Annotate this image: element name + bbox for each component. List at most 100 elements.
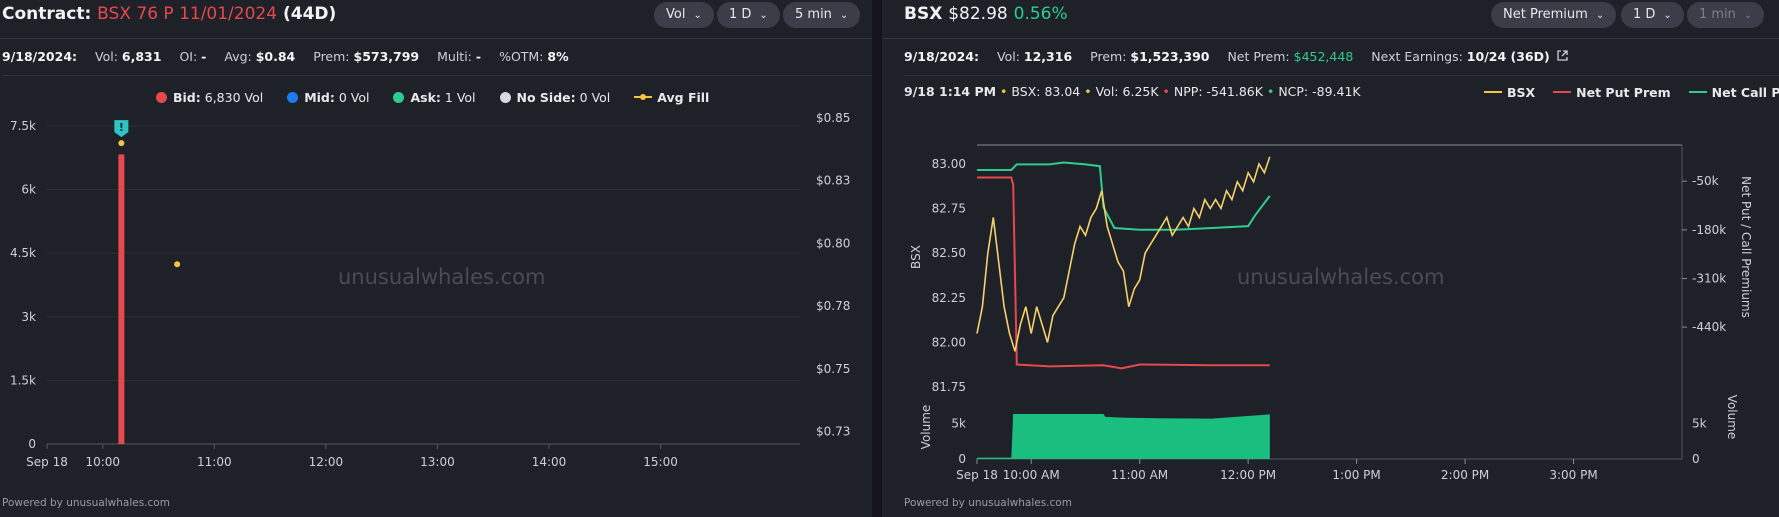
y-tick-label: 1.5k <box>10 373 36 387</box>
legend-bid[interactable]: Bid: 6,830 Vol <box>156 90 263 105</box>
x-tick-label: 15:00 <box>643 455 678 469</box>
stats-oi: - <box>201 49 207 64</box>
bid-dot-icon <box>156 92 167 103</box>
stats-earnings[interactable]: 10/24 (36D) <box>1466 49 1550 64</box>
powered-by[interactable]: Powered by unusualwhales.com <box>2 497 170 509</box>
y-right-tick-label: $0.73 <box>816 424 850 438</box>
stats-prem: $1,523,390 <box>1130 49 1210 64</box>
chevron-down-icon: ⌄ <box>693 10 702 21</box>
y-tick-label: 6k <box>21 183 36 197</box>
contract-title: Contract: BSX 76 P 11/01/2024 (44D) <box>2 4 336 24</box>
panel-divider[interactable] <box>872 0 882 517</box>
y-right-tick-label: $0.75 <box>816 362 850 376</box>
metric-select[interactable]: Vol ⌄ <box>654 2 714 28</box>
stats-avg: $0.84 <box>255 49 296 64</box>
ticker-header: BSX $82.98 0.56% Net Premium ⌄ 1 D ⌄ 1 min… <box>882 0 1779 39</box>
mode-select[interactable]: Net Premium ⌄ <box>1491 2 1617 28</box>
stats-vol: 12,316 <box>1023 49 1073 64</box>
x-tick-label: 10:00 <box>85 455 120 469</box>
stats-vol: 6,831 <box>121 49 162 64</box>
y-right-tick-label: -180k <box>1692 223 1726 237</box>
mid-dot-icon <box>287 92 299 103</box>
volume-right-tick-label: 0 <box>1692 452 1700 466</box>
y-right-tick-label: -50k <box>1692 174 1719 188</box>
avg-fill-point <box>118 140 125 147</box>
ticker-symbol[interactable]: BSX <box>904 4 943 24</box>
powered-by[interactable]: Powered by unusualwhales.com <box>904 497 1072 509</box>
stats-date: 9/18/2024: <box>2 49 78 64</box>
avg-fill-point <box>174 261 181 268</box>
legend-avgfill[interactable]: Avg Fill <box>634 90 709 105</box>
ticker-change: 0.56% <box>1013 4 1068 24</box>
info-bsx: 83.04 <box>1044 84 1081 99</box>
info-vol-label: Vol: <box>1095 84 1119 99</box>
mode-select-value: Net Premium <box>1503 7 1588 22</box>
bsx-line-icon <box>1484 91 1502 93</box>
ticker-premium-chart[interactable]: 81.75 82.00 82.25 82.50 82.75 83.00 BSX -50k -18… <box>882 97 1779 517</box>
contract-chart-panel: Contract: BSX 76 P 11/01/2024 (44D) Vol ⌄… <box>0 0 872 517</box>
x-tick-label: 11:00 <box>197 455 232 469</box>
stats-prem: $573,799 <box>353 49 420 64</box>
volume-right-axis-label: Volume <box>1725 395 1739 440</box>
y-tick-label: 82.00 <box>932 335 966 349</box>
y-tick-label: 4.5k <box>10 246 36 260</box>
range-select[interactable]: 1 D ⌄ <box>717 2 780 28</box>
y-tick-label: 83.00 <box>932 157 966 171</box>
legend-mid[interactable]: Mid: 0 Vol <box>287 90 370 105</box>
series-net-call-prem <box>977 161 1271 231</box>
series-volume-area <box>977 414 1270 459</box>
x-tick-label: 12:00 PM <box>1220 468 1276 482</box>
y-right-tick-label: $0.85 <box>816 111 850 125</box>
contract-volume-chart[interactable]: 0 1.5k 3k 4.5k 6k 7.5k $0.73 $0.75 $0.78 $0.80 $0.… <box>0 105 872 505</box>
net-put-line-icon <box>1553 91 1572 93</box>
y-left-axis-label: BSX <box>909 245 923 269</box>
y-tick-label: 82.25 <box>932 291 966 305</box>
legend-bsx[interactable]: BSX <box>1484 85 1535 100</box>
legend-ask[interactable]: Ask: 1 Vol <box>393 90 476 105</box>
info-ncp-label: NCP: <box>1278 84 1309 99</box>
x-tick-label: Sep 18 <box>956 468 998 482</box>
legend-noside[interactable]: No Side: 0 Vol <box>499 90 611 105</box>
ticker-chart-panel: BSX $82.98 0.56% Net Premium ⌄ 1 D ⌄ 1 min… <box>882 0 1779 517</box>
legend-netput[interactable]: Net Put Prem <box>1553 85 1671 100</box>
info-ncp: -89.41K <box>1312 84 1361 99</box>
contract-name[interactable]: BSX 76 P 11/01/2024 <box>97 4 278 24</box>
chevron-down-icon: ⌄ <box>839 10 849 21</box>
net-call-line-icon <box>1688 91 1707 93</box>
volume-bar-bid <box>118 154 125 444</box>
hover-info-line: 9/18 1:14 PM • BSX: 83.04 • Vol: 6.25K •… <box>904 84 1361 99</box>
info-npp: -541.86K <box>1206 84 1263 99</box>
y-right-tick-label: $0.83 <box>816 174 850 188</box>
range-select[interactable]: 1 D ⌄ <box>1621 2 1684 28</box>
external-link-icon[interactable] <box>1557 50 1568 61</box>
legend-mid-label: Mid: <box>304 90 335 105</box>
legend-noside-label: No Side: <box>516 90 576 105</box>
watermark: unusualwhales.com <box>338 265 546 289</box>
legend-ask-value: 1 Vol <box>444 90 476 105</box>
contract-legend: Bid: 6,830 Vol Mid: 0 Vol Ask: 1 Vol No … <box>156 90 729 105</box>
x-tick-label: 13:00 <box>420 455 455 469</box>
x-tick-label: 12:00 <box>309 455 344 469</box>
x-tick-label: 10:00 AM <box>1003 468 1060 482</box>
contract-label: Contract: <box>2 4 92 24</box>
ticker-legend: BSX Net Put Prem Net Call Prem <box>1484 85 1779 100</box>
stats-netprem-label: Net Prem: <box>1227 49 1290 64</box>
metric-select-value: Vol <box>666 7 686 22</box>
y-right-tick-label: -440k <box>1692 320 1726 334</box>
y-right-tick-label: $0.80 <box>816 236 850 250</box>
stats-netprem: $452,448 <box>1293 49 1354 64</box>
legend-noside-value: 0 Vol <box>579 90 611 105</box>
y-tick-label: 82.50 <box>932 246 966 260</box>
interval-select[interactable]: 1 min ⌄ <box>1687 2 1765 28</box>
legend-netcall[interactable]: Net Call Prem <box>1688 85 1779 100</box>
stats-otm-label: %OTM: <box>499 49 544 64</box>
contract-stats: 9/18/2024: Vol: 6,831 OI: - Avg: $0.84 P… <box>2 39 872 76</box>
x-tick-label: 11:00 AM <box>1111 468 1168 482</box>
x-tick-label: Sep 18 <box>26 455 68 469</box>
interval-select[interactable]: 5 min ⌄ <box>783 2 861 28</box>
alert-marker-icon <box>114 120 129 138</box>
range-select-value: 1 D <box>729 7 752 22</box>
stats-otm: 8% <box>547 49 569 64</box>
noside-dot-icon <box>499 92 511 103</box>
ticker-title: BSX $82.98 0.56% <box>904 4 1068 24</box>
